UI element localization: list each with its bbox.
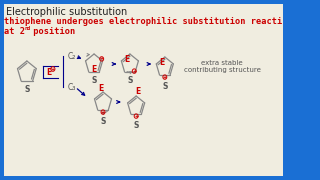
Text: position: position xyxy=(28,27,75,36)
Text: +: + xyxy=(132,69,136,74)
Text: +: + xyxy=(100,56,104,61)
Text: at 2: at 2 xyxy=(4,27,25,36)
Text: thiophene undergoes electrophilic substitution reacti: thiophene undergoes electrophilic substi… xyxy=(4,17,282,26)
Text: E: E xyxy=(124,55,129,64)
Text: S: S xyxy=(100,117,106,126)
Text: +: + xyxy=(134,114,138,119)
Text: E: E xyxy=(135,87,140,96)
Text: nd: nd xyxy=(24,26,30,31)
Text: contributing structure: contributing structure xyxy=(184,67,260,73)
FancyBboxPatch shape xyxy=(4,4,283,176)
Text: C₃: C₃ xyxy=(68,82,76,91)
Text: S: S xyxy=(133,121,139,130)
Text: extra stable: extra stable xyxy=(201,60,243,66)
Text: Electrophilic substitution: Electrophilic substitution xyxy=(6,7,128,17)
Text: E: E xyxy=(92,65,97,74)
Text: S: S xyxy=(127,76,132,85)
Text: C₂: C₂ xyxy=(68,51,76,60)
Text: E: E xyxy=(159,58,164,67)
Text: +: + xyxy=(51,66,55,71)
Text: S: S xyxy=(24,85,29,94)
Text: S: S xyxy=(92,76,97,85)
Text: +: + xyxy=(163,75,167,80)
Text: E: E xyxy=(47,68,52,76)
Text: E: E xyxy=(99,84,104,93)
Text: S: S xyxy=(162,82,167,91)
Text: +: + xyxy=(101,110,105,115)
